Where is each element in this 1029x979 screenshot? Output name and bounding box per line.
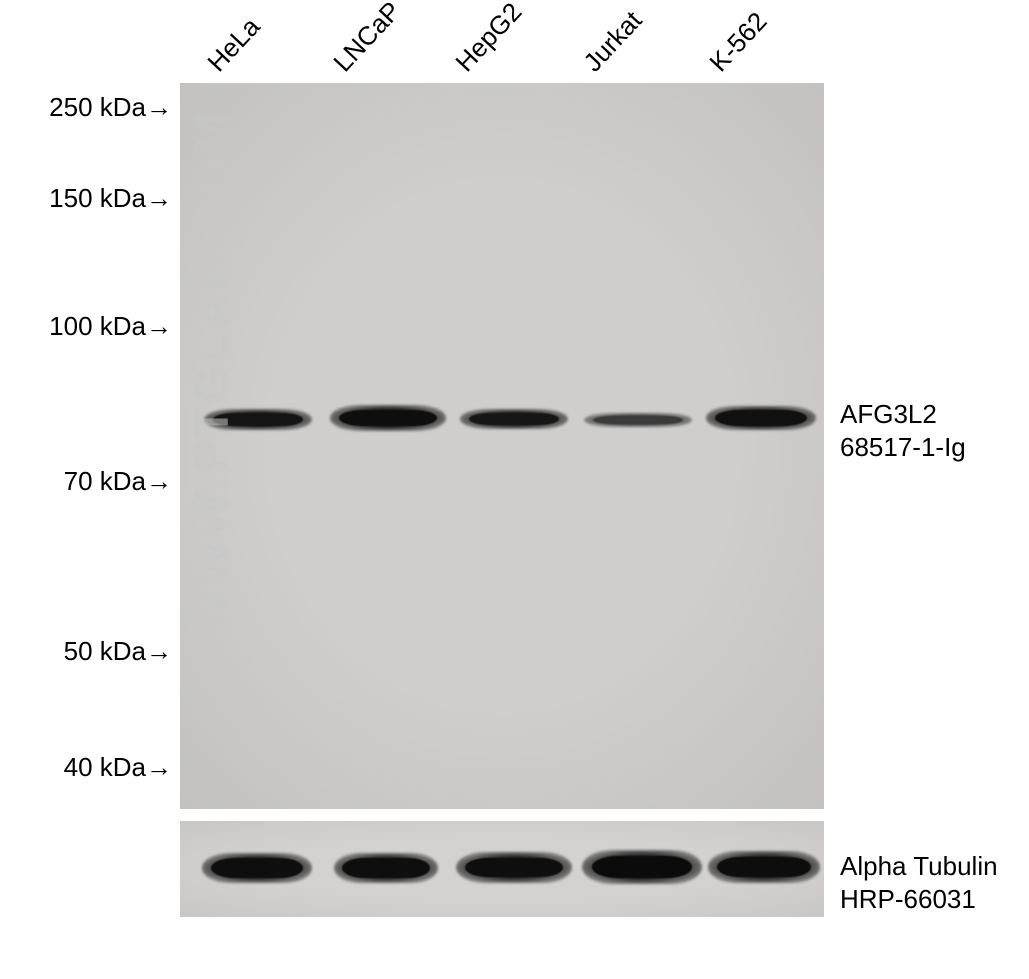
loading-control-panel: [180, 821, 824, 917]
mw-marker: 50 kDa→: [0, 636, 172, 667]
mw-marker: 70 kDa→: [0, 466, 172, 497]
band-core: [592, 856, 693, 878]
mw-marker-label: 150 kDa: [49, 183, 146, 213]
antibody-label: AFG3L268517-1-Ig: [840, 398, 966, 463]
band-core: [465, 858, 562, 878]
mw-marker-label: 250 kDa: [49, 92, 146, 122]
band-core: [717, 857, 811, 877]
antibody-label-line: AFG3L2: [840, 398, 966, 431]
mw-marker: 150 kDa→: [0, 183, 172, 214]
lane-label-text: K-562: [703, 6, 772, 77]
band-core: [469, 413, 560, 426]
band-core: [715, 410, 807, 425]
lane-label: Jurkat: [577, 5, 648, 78]
lane-label-text: HeLa: [201, 11, 265, 77]
main-blot-panel: [180, 83, 824, 809]
arrow-right-icon: →: [146, 183, 172, 214]
arrow-right-icon: →: [146, 636, 172, 667]
lane-label: K-562: [703, 6, 773, 78]
band-core: [342, 858, 429, 877]
mw-marker-label: 100 kDa: [49, 311, 146, 341]
arrow-right-icon: →: [146, 752, 172, 783]
band-core: [593, 416, 684, 425]
western-blot-figure: WWW.PTGLAB.COM HeLaLNCaPHepG2JurkatK-562…: [0, 0, 1029, 979]
lane-label: LNCaP: [327, 0, 407, 78]
arrow-right-icon: →: [146, 466, 172, 497]
arrow-right-icon: →: [146, 92, 172, 123]
antibody-label: Alpha TubulinHRP-66031: [840, 850, 998, 915]
lane-label-text: Jurkat: [577, 5, 647, 77]
band-core: [213, 413, 304, 426]
band-core: [339, 410, 436, 427]
lane-label-text: HepG2: [449, 0, 527, 77]
arrow-right-icon: →: [146, 311, 172, 342]
mw-marker: 40 kDa→: [0, 752, 172, 783]
mw-marker: 100 kDa→: [0, 311, 172, 342]
lane-label: HeLa: [201, 11, 266, 78]
mw-marker-label: 70 kDa: [64, 466, 146, 496]
mw-marker: 250 kDa→: [0, 92, 172, 123]
lane-label: HepG2: [449, 0, 528, 78]
mw-marker-label: 40 kDa: [64, 752, 146, 782]
antibody-label-line: HRP-66031: [840, 883, 998, 916]
lane-label-text: LNCaP: [327, 0, 406, 77]
band-core: [211, 858, 303, 877]
antibody-label-line: 68517-1-Ig: [840, 431, 966, 464]
mw-marker-label: 50 kDa: [64, 636, 146, 666]
antibody-label-line: Alpha Tubulin: [840, 850, 998, 883]
